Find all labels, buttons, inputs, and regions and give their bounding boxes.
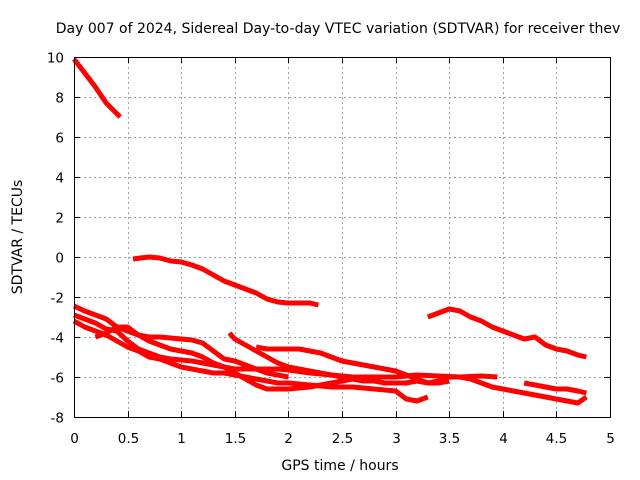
x-tick-label: 5 [606, 431, 615, 447]
x-tick-label: 2.5 [332, 431, 353, 447]
x-tick-label: 0.5 [118, 431, 139, 447]
x-tick-label: 4.5 [546, 431, 567, 447]
y-axis-label: SDTVAR / TECUs [10, 180, 26, 295]
y-tick-label: 8 [55, 91, 64, 107]
x-tick-label: 1.5 [225, 431, 246, 447]
axis-ticks [74, 57, 611, 418]
y-tick-label: 2 [55, 211, 64, 227]
y-tick-label: -8 [51, 411, 64, 427]
grid [74, 57, 610, 417]
series-line-sat-i [426, 306, 587, 360]
x-axis-label: GPS time / hours [281, 458, 398, 474]
series-line-sat-f [94, 324, 375, 392]
y-tick-label: 4 [55, 171, 64, 187]
series-group [72, 57, 588, 406]
y-tick-label: 6 [55, 131, 64, 147]
x-tick-label: 3.5 [439, 431, 460, 447]
series-line-sat-h [255, 344, 450, 386]
series-line-sat-b [132, 254, 319, 308]
x-tick-labels: 0 0.5 1 1.5 2 2.5 3 3.5 4 4.5 5 [70, 431, 615, 447]
x-tick-label: 2 [284, 431, 293, 447]
y-tick-label: -6 [51, 371, 64, 387]
x-tick-label: 0 [70, 431, 79, 447]
x-tick-label: 1 [177, 431, 186, 447]
y-tick-label: -4 [51, 331, 64, 347]
y-tick-label: 10 [47, 51, 64, 67]
series-line-sat-e [72, 318, 429, 404]
y-tick-label: 0 [55, 251, 64, 267]
y-tick-labels: -8 -6 -4 -2 0 2 4 6 8 10 [47, 51, 64, 427]
series-line-sat-g [227, 331, 588, 406]
x-tick-label: 4 [499, 431, 508, 447]
x-tick-label: 3 [392, 431, 401, 447]
series-line-sat-j [523, 380, 587, 396]
y-tick-label: -2 [51, 291, 64, 307]
series-line-sat-a [72, 57, 122, 119]
chart-title: Day 007 of 2024, Sidereal Day-to-day VTE… [56, 21, 620, 37]
series-line-sat-d [73, 312, 498, 380]
